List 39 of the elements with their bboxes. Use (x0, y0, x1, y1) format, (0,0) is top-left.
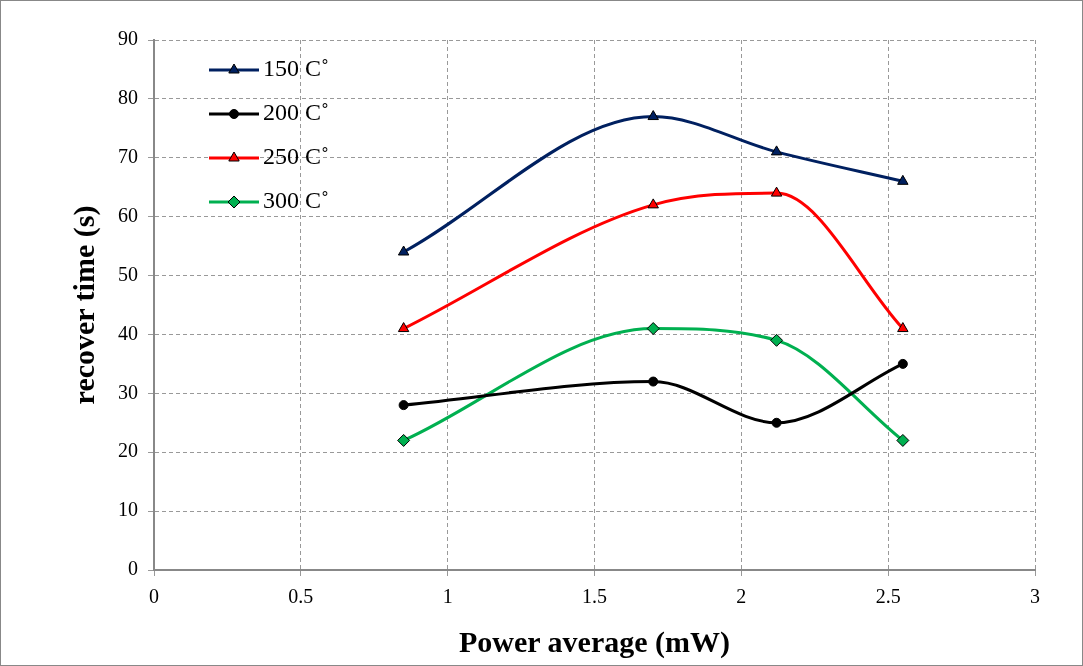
point (897, 358, 908, 369)
point (897, 174, 909, 185)
point (897, 322, 909, 333)
y-tick-label: 40 (118, 321, 138, 344)
point (896, 433, 910, 447)
point (648, 376, 659, 387)
x-tick-label: 2 (736, 585, 747, 608)
x-axis-title: Power average (mW) (459, 624, 730, 659)
point (397, 433, 411, 447)
point (647, 110, 659, 121)
y-tick-label: 90 (118, 27, 138, 50)
point (770, 145, 783, 156)
x-tick-label: 0.5 (288, 585, 314, 608)
y-axis-title: recover time (s) (66, 205, 101, 405)
point (397, 245, 410, 256)
legend-label: 250 C˚ (263, 143, 329, 170)
y-tick-label: 70 (118, 145, 138, 168)
legend-label: 200 C˚ (263, 99, 329, 126)
x-tick-label: 1 (442, 585, 453, 608)
point (770, 333, 784, 347)
legend-label: 300 C˚ (263, 187, 329, 214)
x-tick-label: 3 (1030, 585, 1040, 608)
y-tick-label: 0 (128, 557, 138, 580)
y-tick-label: 20 (118, 439, 138, 462)
y-tick-label: 50 (118, 262, 138, 285)
y-tick-label: 10 (118, 498, 138, 521)
point (770, 186, 783, 197)
x-tick-label: 2.5 (875, 585, 901, 608)
point (647, 198, 659, 209)
point (398, 400, 409, 411)
point (771, 417, 782, 428)
point (646, 322, 660, 336)
x-tick-label: 1.5 (582, 585, 607, 608)
y-tick-label: 60 (118, 203, 138, 226)
y-tick-label: 80 (118, 86, 138, 109)
y-tick-label: 30 (118, 380, 138, 403)
legend-label: 150 C˚ (263, 55, 329, 82)
point (397, 322, 410, 333)
x-tick-label: 0 (149, 585, 159, 608)
